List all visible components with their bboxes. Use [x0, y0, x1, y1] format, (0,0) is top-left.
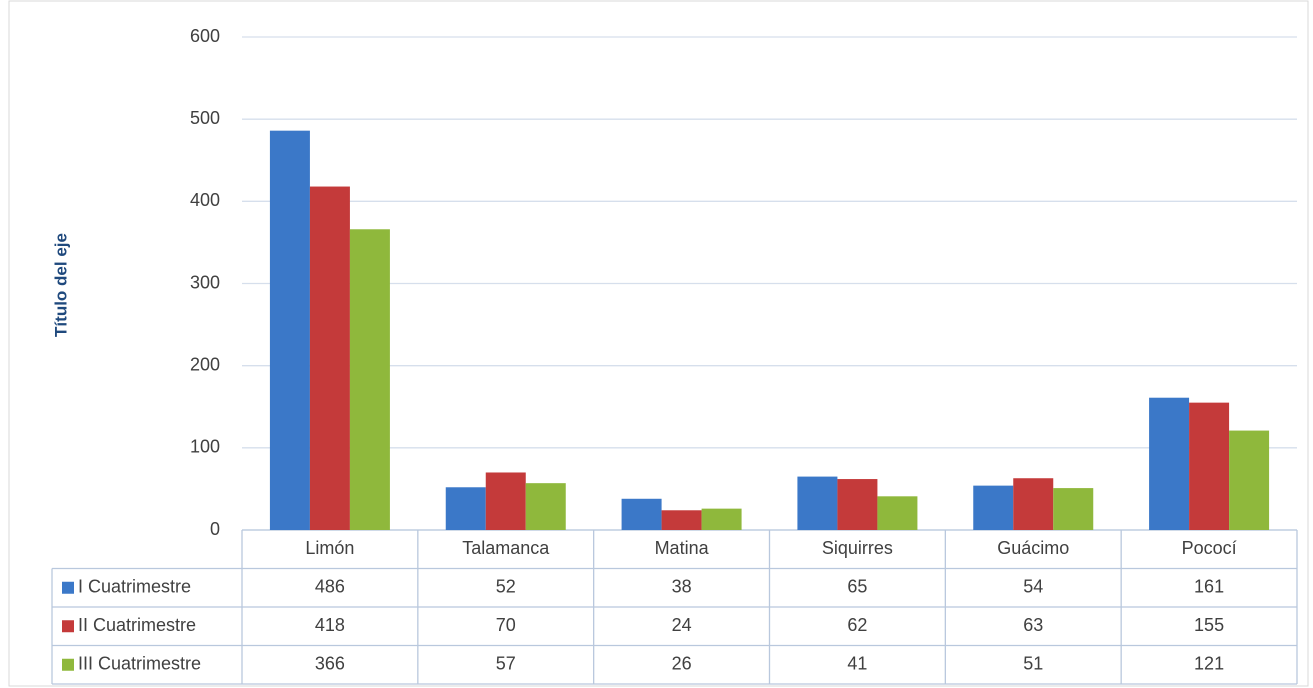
y-axis-title: Título del eje [51, 233, 70, 337]
table-value: 366 [315, 654, 345, 674]
legend-key [62, 581, 74, 594]
y-tick-label: 500 [190, 108, 220, 128]
y-tick-label: 100 [190, 437, 220, 457]
bar [661, 510, 702, 530]
x-tick-label: Pococí [1182, 538, 1237, 558]
table-value: 63 [1023, 615, 1043, 635]
table-value: 26 [672, 654, 692, 674]
bar [797, 476, 838, 530]
table-value: 155 [1194, 615, 1224, 635]
table-value: 38 [672, 577, 692, 597]
table-value: 57 [496, 654, 516, 674]
x-tick-label: Limón [305, 538, 354, 558]
chart-frame [8, 0, 1309, 687]
bar [701, 508, 742, 530]
legend-key [62, 620, 74, 633]
legend-label: II Cuatrimestre [78, 615, 196, 635]
y-tick-label: 600 [190, 26, 220, 46]
bar [973, 485, 1014, 530]
y-tick-label: 0 [210, 519, 220, 539]
bar [349, 229, 390, 530]
table-value: 161 [1194, 577, 1224, 597]
bar [525, 483, 566, 530]
table-value: 41 [847, 654, 867, 674]
bar [269, 130, 310, 531]
bar [1189, 402, 1230, 530]
legend-label: I Cuatrimestre [78, 577, 191, 597]
table-value: 51 [1023, 654, 1043, 674]
table-value: 70 [496, 615, 516, 635]
table-value: 418 [315, 615, 345, 635]
table-value: 52 [496, 577, 516, 597]
table-value: 24 [672, 615, 692, 635]
legend-label: III Cuatrimestre [78, 654, 201, 674]
legend-key [62, 658, 74, 671]
x-tick-label: Matina [655, 538, 710, 558]
x-tick-label: Guácimo [997, 538, 1069, 558]
x-tick-label: Talamanca [462, 538, 550, 558]
bar [445, 487, 486, 530]
bar [309, 186, 350, 530]
y-tick-label: 200 [190, 354, 220, 374]
table-value: 121 [1194, 654, 1224, 674]
bar [1053, 488, 1094, 530]
table-value: 65 [847, 577, 867, 597]
y-tick-label: 300 [190, 272, 220, 292]
table-value: 62 [847, 615, 867, 635]
table-value: 54 [1023, 577, 1043, 597]
bar [485, 472, 526, 530]
x-tick-label: Siquirres [822, 538, 893, 558]
bar [1229, 430, 1270, 530]
bar [837, 479, 878, 530]
bar [1013, 478, 1054, 530]
bar [877, 496, 918, 530]
table-value: 486 [315, 577, 345, 597]
bar [1149, 397, 1190, 530]
bar [621, 498, 662, 530]
y-tick-label: 400 [190, 190, 220, 210]
